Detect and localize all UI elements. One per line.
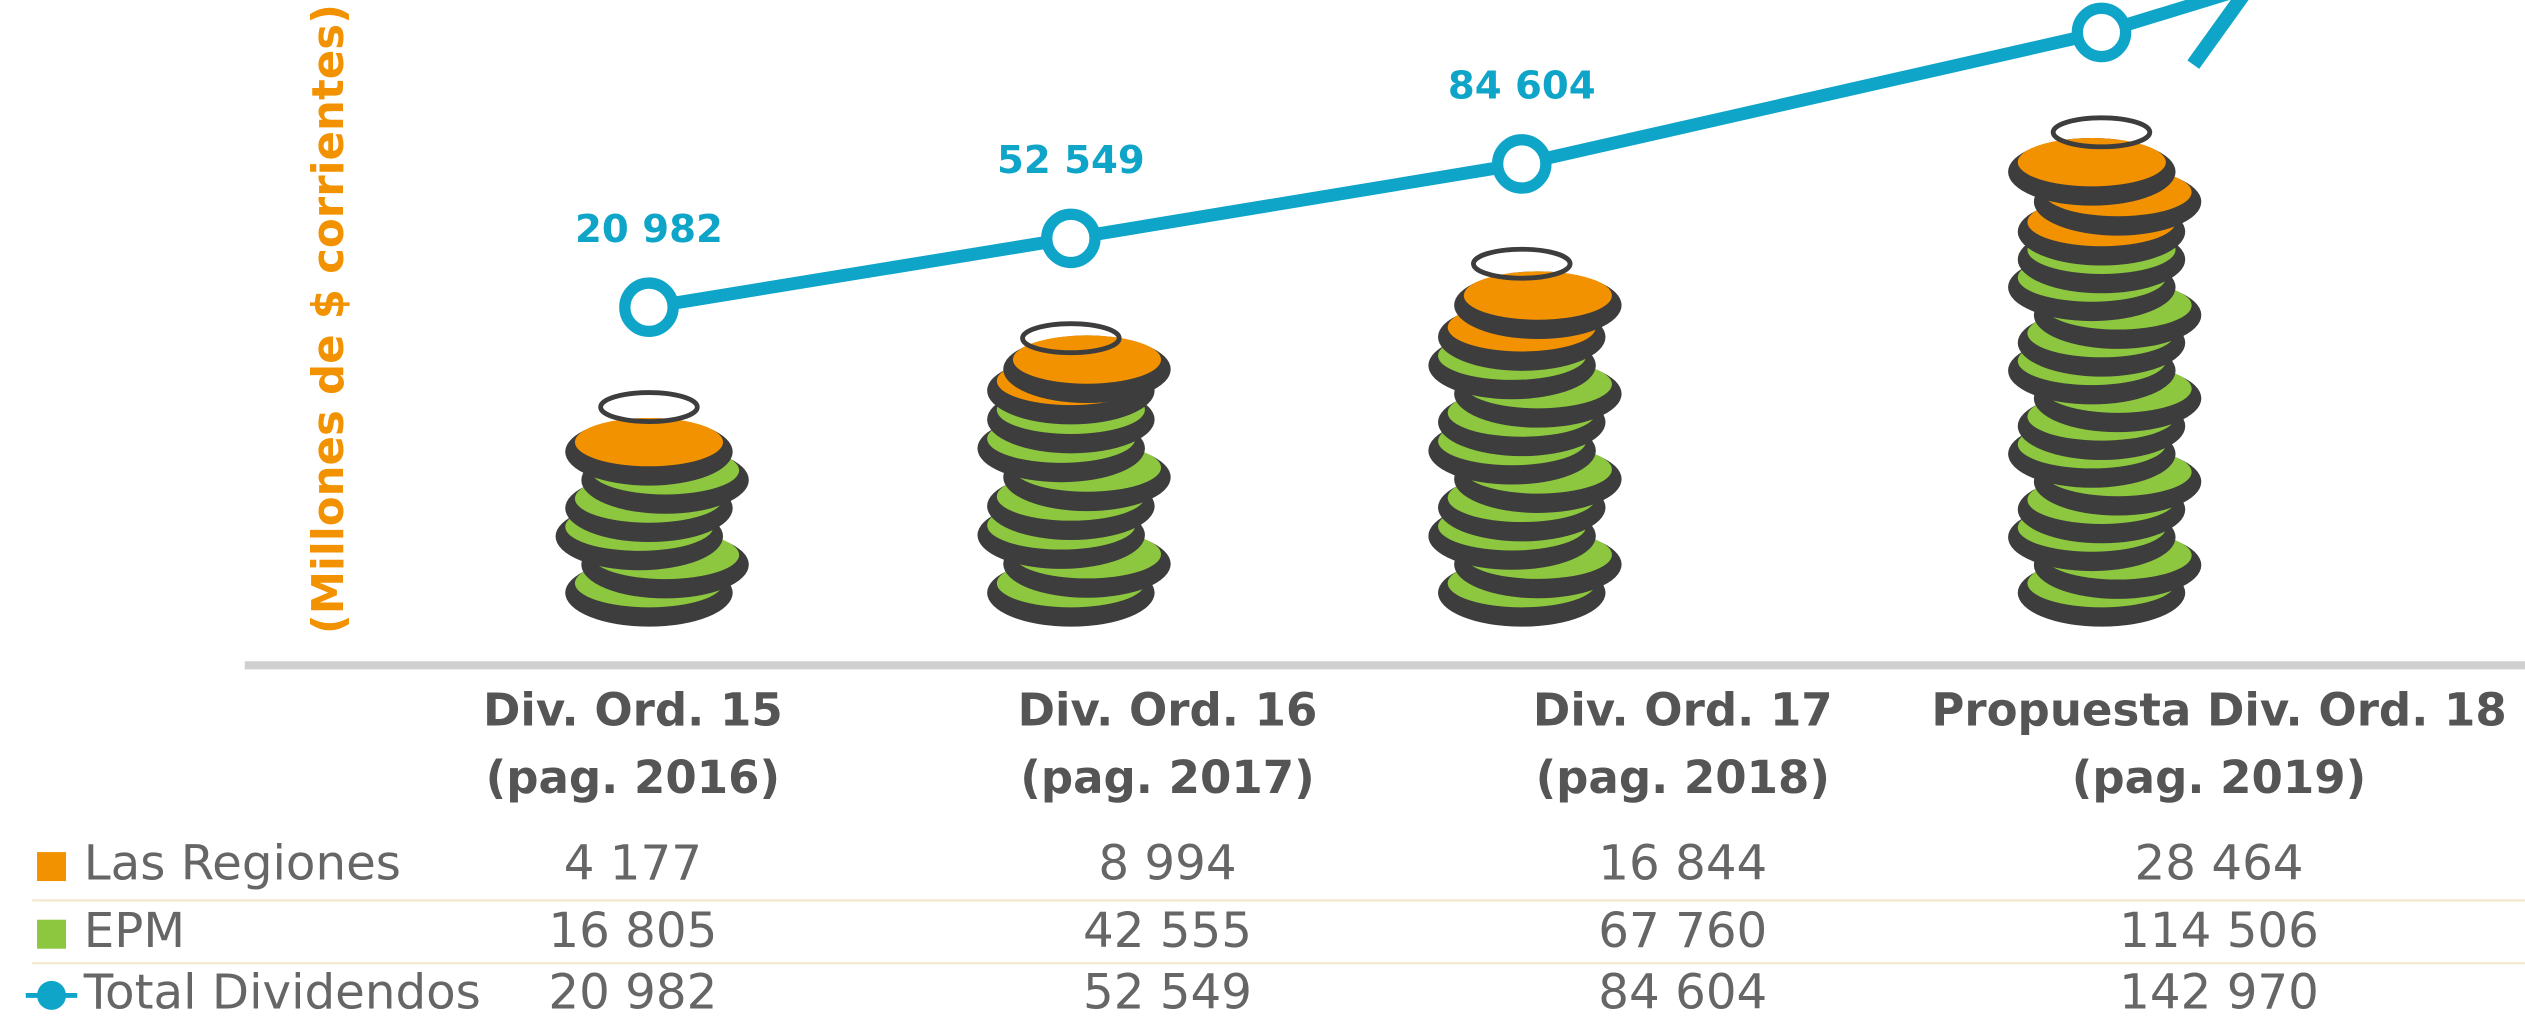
table-value: 20 982 <box>548 964 717 1020</box>
coin-ring <box>601 393 698 422</box>
coin-segment <box>2008 138 2201 265</box>
category-label: (pag. 2016) <box>486 751 780 804</box>
table-value: 16 844 <box>1598 836 1767 892</box>
legend-dot <box>37 981 66 1010</box>
category-label: (pag. 2017) <box>1020 751 1314 804</box>
total-point <box>1047 214 1095 262</box>
coin-face <box>1013 335 1161 383</box>
category-label: (pag. 2018) <box>1536 751 1830 804</box>
table-value: 52 549 <box>1083 964 1252 1020</box>
coin-segment <box>565 418 732 486</box>
category-label: Propuesta Div. Ord. 18 <box>1931 684 2506 737</box>
legend-label: Total Dividendos <box>83 964 481 1020</box>
legend-swatch <box>37 852 66 881</box>
table-value: 142 970 <box>2119 964 2319 1020</box>
y-axis-label: (Millones de $ corrientes) <box>304 4 354 634</box>
category-label: Div. Ord. 15 <box>483 684 783 737</box>
table-value: 114 506 <box>2119 903 2319 959</box>
category-label: (pag. 2019) <box>2072 751 2366 804</box>
coin-segment <box>1428 332 1621 627</box>
coin-segment <box>1438 271 1622 370</box>
table-value: 4 177 <box>564 836 702 892</box>
coin-segment <box>2008 226 2201 627</box>
legend-label: EPM <box>84 903 185 959</box>
category-label: Div. Ord. 16 <box>1018 684 1318 737</box>
table-value: 16 805 <box>548 903 717 959</box>
table-value: 84 604 <box>1598 964 1767 1020</box>
total-value-label: 20 982 <box>575 207 723 252</box>
page: Dividendos html, body { margin: 0; paddi… <box>0 0 2525 1023</box>
chart: (Millones de $ corrientes) 20 982 52 549 8… <box>0 0 2525 1023</box>
total-line <box>649 32 2102 307</box>
coin-face <box>575 418 723 466</box>
total-point <box>2077 8 2125 56</box>
category-label: Div. Ord. 17 <box>1533 684 1833 737</box>
page-body: {"chart_data": { "type": "bar", "stacked… <box>0 0 2525 1023</box>
total-value-label: 84 604 <box>1448 64 1596 109</box>
table-value: 8 994 <box>1098 836 1236 892</box>
legend-label: Las Regiones <box>84 836 401 892</box>
total-value-label: 52 549 <box>997 138 1145 183</box>
table-value: 42 555 <box>1083 903 1252 959</box>
table-value: 28 464 <box>2135 836 2304 892</box>
legend-swatch <box>37 920 66 949</box>
total-point <box>1498 140 1546 188</box>
table-value: 67 760 <box>1598 903 1767 959</box>
total-point <box>625 283 673 331</box>
